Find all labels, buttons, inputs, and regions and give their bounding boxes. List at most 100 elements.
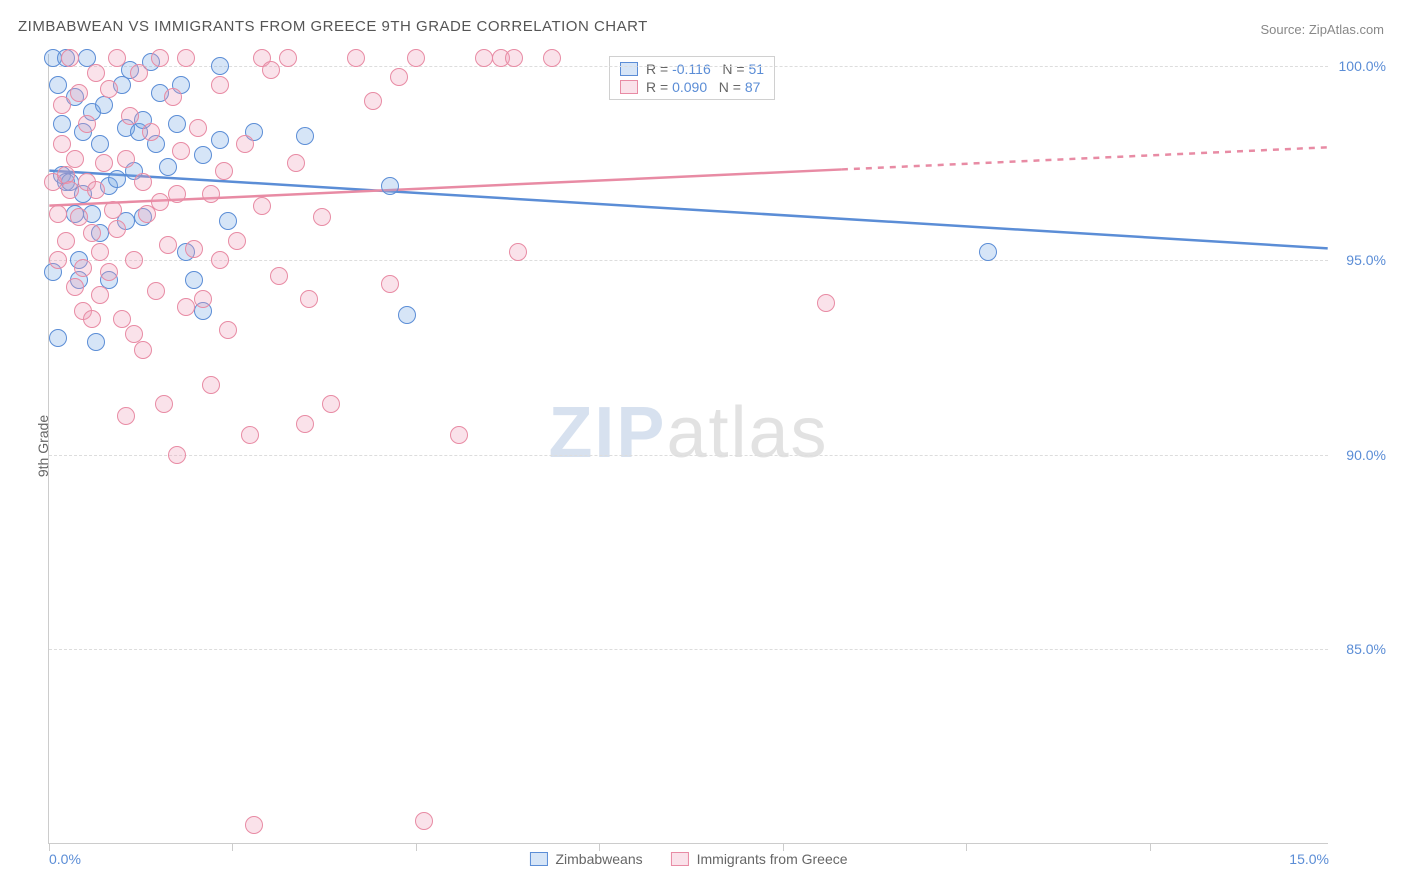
data-point [211,131,229,149]
data-point [83,224,101,242]
legend-swatch [620,80,638,94]
data-point [142,123,160,141]
y-tick-label: 90.0% [1346,447,1386,463]
legend-label: Zimbabweans [555,851,642,867]
data-point [211,57,229,75]
data-point [228,232,246,250]
data-point [91,135,109,153]
data-point [159,158,177,176]
legend-label: Immigrants from Greece [697,851,848,867]
x-tick [966,843,967,851]
data-point [253,197,271,215]
data-point [407,49,425,67]
data-point [134,173,152,191]
data-point [172,142,190,160]
data-point [95,154,113,172]
x-tick-label: 0.0% [49,851,81,867]
data-point [155,395,173,413]
stats-text: R = 0.090 N = 87 [646,79,760,95]
data-point [91,286,109,304]
watermark-zip: ZIP [548,393,666,473]
data-point [381,275,399,293]
data-point [211,251,229,269]
y-tick-label: 95.0% [1346,252,1386,268]
data-point [168,185,186,203]
data-point [168,115,186,133]
gridline-h [49,455,1328,456]
data-point [130,64,148,82]
y-tick-label: 85.0% [1346,641,1386,657]
data-point [53,96,71,114]
trend-lines [49,54,1328,843]
data-point [415,812,433,830]
data-point [87,333,105,351]
data-point [61,49,79,67]
stats-text: R = -0.116 N = 51 [646,61,764,77]
data-point [390,68,408,86]
source-label: Source: ZipAtlas.com [1260,22,1384,37]
data-point [134,341,152,359]
data-point [70,208,88,226]
data-point [245,816,263,834]
data-point [83,310,101,328]
legend-item: Zimbabweans [529,851,642,867]
stats-legend-row: R = 0.090 N = 87 [620,79,764,95]
data-point [74,259,92,277]
data-point [211,76,229,94]
data-point [475,49,493,67]
data-point [100,263,118,281]
x-tick-label: 15.0% [1289,851,1329,867]
y-tick-label: 100.0% [1339,58,1386,74]
legend-swatch [671,852,689,866]
data-point [108,170,126,188]
data-point [296,127,314,145]
plot-area: ZIPatlas R = -0.116 N = 51 R = 0.090 N = … [48,54,1328,844]
data-point [53,115,71,133]
data-point [262,61,280,79]
x-tick [1150,843,1151,851]
legend-item: Immigrants from Greece [671,851,848,867]
x-tick [49,843,50,851]
data-point [219,321,237,339]
data-point [49,205,67,223]
data-point [450,426,468,444]
data-point [189,119,207,137]
data-point [241,426,259,444]
watermark-atlas: atlas [666,393,828,473]
data-point [159,236,177,254]
data-point [300,290,318,308]
data-point [817,294,835,312]
stats-legend: R = -0.116 N = 51 R = 0.090 N = 87 [609,56,775,100]
x-tick [416,843,417,851]
data-point [322,395,340,413]
gridline-h [49,649,1328,650]
data-point [296,415,314,433]
data-point [185,271,203,289]
data-point [347,49,365,67]
data-point [53,135,71,153]
data-point [151,193,169,211]
data-point [57,232,75,250]
watermark: ZIPatlas [548,392,828,474]
x-tick [599,843,600,851]
data-point [66,150,84,168]
data-point [194,146,212,164]
data-point [87,64,105,82]
data-point [215,162,233,180]
data-point [509,243,527,261]
data-point [113,310,131,328]
gridline-h [49,66,1328,67]
data-point [61,181,79,199]
data-point [177,49,195,67]
data-point [100,80,118,98]
data-point [168,446,186,464]
data-point [979,243,997,261]
data-point [219,212,237,230]
data-point [78,115,96,133]
data-point [117,407,135,425]
data-point [202,376,220,394]
data-point [104,201,122,219]
data-point [49,76,67,94]
data-point [287,154,305,172]
data-point [543,49,561,67]
